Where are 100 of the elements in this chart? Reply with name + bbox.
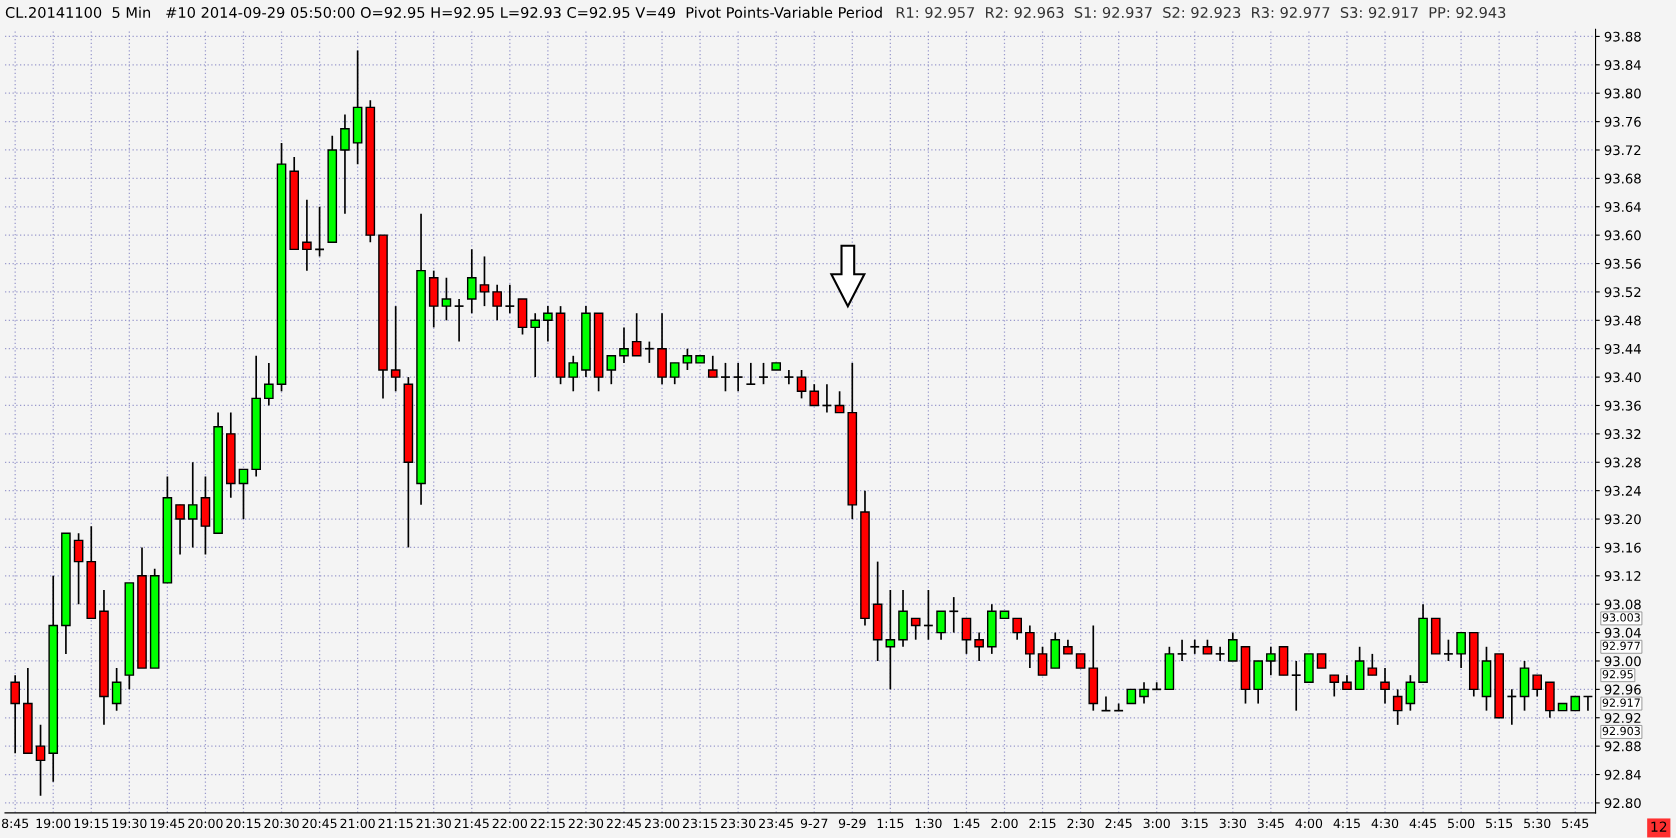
candlestick — [732, 362, 744, 393]
x-tick-label: 3:45 — [1257, 818, 1284, 829]
candlestick — [682, 347, 693, 371]
candlestick — [1176, 638, 1188, 662]
y-tick-label: 93.16 — [1604, 542, 1641, 553]
x-tick-label: 19:30 — [112, 818, 147, 829]
y-tick-label: 92.84 — [1604, 769, 1641, 780]
x-tick-label: 5:30 — [1524, 818, 1551, 829]
y-tick-label: 93.56 — [1604, 258, 1641, 269]
candlestick — [961, 617, 972, 655]
x-tick-label: 1:45 — [953, 818, 980, 829]
x-tick-label: 22:15 — [530, 818, 565, 829]
candlestick — [1405, 674, 1416, 712]
x-tick-label: 21:15 — [378, 818, 413, 829]
x-tick-label: 20:15 — [226, 818, 261, 829]
candlestick — [631, 312, 642, 357]
candlestick — [466, 248, 477, 315]
candlestick — [530, 312, 541, 378]
candlestick — [707, 354, 718, 378]
x-tick-label: 1:15 — [877, 818, 904, 829]
y-tick-label: 93.32 — [1604, 429, 1641, 440]
x-tick-label: 9-29 — [838, 818, 866, 829]
y-tick-label: 93.04 — [1604, 627, 1641, 638]
x-tick-label: 19:00 — [36, 818, 71, 829]
x-tick-label: 4:15 — [1333, 818, 1360, 829]
chart-subtitle: R1: 92.957 R2: 92.963 S1: 92.937 S2: 92.923 R3: 92.977 S3: 92.917 PP: 92.943 — [896, 6, 1506, 18]
candlestick — [1012, 617, 1022, 641]
x-tick-label: 2:45 — [1105, 818, 1132, 829]
candlestick — [796, 369, 807, 400]
candlestick — [1025, 624, 1035, 669]
x-tick-label: 4:45 — [1409, 818, 1436, 829]
x-tick-label: 19:15 — [74, 818, 109, 829]
x-tick-label: 20:45 — [302, 818, 337, 829]
candlestick — [644, 340, 655, 364]
x-tick-label: 19:45 — [150, 818, 185, 829]
y-tick-label: 93.88 — [1604, 31, 1641, 42]
candlestick — [948, 596, 960, 634]
x-tick-label: 22:45 — [606, 818, 641, 829]
candlestick — [340, 113, 350, 215]
candlestick — [1037, 645, 1048, 677]
candlestick — [1367, 653, 1378, 677]
y-tick-label: 93.80 — [1604, 88, 1641, 99]
candlestick — [1532, 674, 1543, 698]
candlestick — [606, 354, 617, 386]
candlestick — [619, 326, 629, 364]
y-tick-label: 92.88 — [1604, 741, 1641, 752]
text: 93.003 — [1602, 613, 1640, 622]
candlestick — [720, 362, 731, 393]
candlestick — [390, 305, 401, 393]
y-tick-label: 93.28 — [1604, 457, 1641, 468]
candlestick — [1456, 631, 1466, 669]
x-tick-label: 8:45 — [1, 818, 29, 829]
candlestick — [1227, 631, 1238, 662]
candlestick — [1189, 638, 1201, 655]
x-tick-label: 2:00 — [991, 818, 1018, 829]
candlestick — [35, 724, 46, 797]
y-tick-label: 93.44 — [1604, 343, 1641, 354]
x-tick-label: 5:45 — [1562, 818, 1589, 829]
candlestick — [504, 283, 516, 315]
y-tick-label: 92.96 — [1604, 684, 1641, 695]
y-tick-label: 93.52 — [1604, 287, 1641, 298]
y-tick-label: 93.24 — [1604, 485, 1641, 496]
candlestick — [783, 369, 795, 386]
y-tick-label: 93.40 — [1604, 372, 1641, 383]
text: 92.95 — [1602, 669, 1633, 679]
candlestick — [910, 617, 921, 641]
x-tick-label: 5:00 — [1448, 818, 1475, 829]
y-tick-label: 93.72 — [1604, 145, 1641, 156]
text: 92.977 — [1602, 641, 1640, 651]
candlestick — [1290, 660, 1302, 712]
y-tick-label: 92.80 — [1604, 798, 1641, 809]
candlestick — [745, 362, 757, 386]
x-tick-label: 23:00 — [644, 818, 680, 829]
x-tick-label: 23:30 — [721, 818, 756, 829]
x-tick-label: 4:00 — [1295, 818, 1323, 829]
candlestick — [1329, 674, 1340, 698]
y-tick-label: 93.68 — [1604, 173, 1641, 184]
x-tick-label: 22:30 — [568, 818, 604, 829]
candlestick — [264, 362, 274, 407]
candlestick — [809, 383, 820, 407]
candlestick — [1392, 688, 1403, 726]
x-tick-label: 1:30 — [915, 818, 942, 829]
x-tick-label: 2:30 — [1067, 818, 1094, 829]
y-tick-label: 93.20 — [1604, 514, 1641, 525]
y-tick-label: 93.84 — [1604, 60, 1641, 71]
candlestick — [479, 255, 490, 307]
y-tick-label: 93.60 — [1604, 230, 1641, 241]
x-tick-label: 3:00 — [1143, 818, 1170, 829]
candlestick — [1380, 667, 1390, 705]
candlestick — [187, 461, 198, 549]
x-tick-label: 3:30 — [1219, 818, 1247, 829]
candlestick — [10, 674, 20, 755]
x-tick-label: 21:30 — [416, 818, 451, 829]
x-tick-label: 23:15 — [682, 818, 718, 829]
candlestick — [73, 532, 84, 606]
x-tick-label: 5:15 — [1486, 818, 1513, 829]
candlestick — [568, 354, 579, 393]
candlestick — [885, 589, 896, 691]
y-tick-label: 93.64 — [1604, 201, 1641, 212]
x-tick-label: 4:30 — [1371, 818, 1399, 829]
